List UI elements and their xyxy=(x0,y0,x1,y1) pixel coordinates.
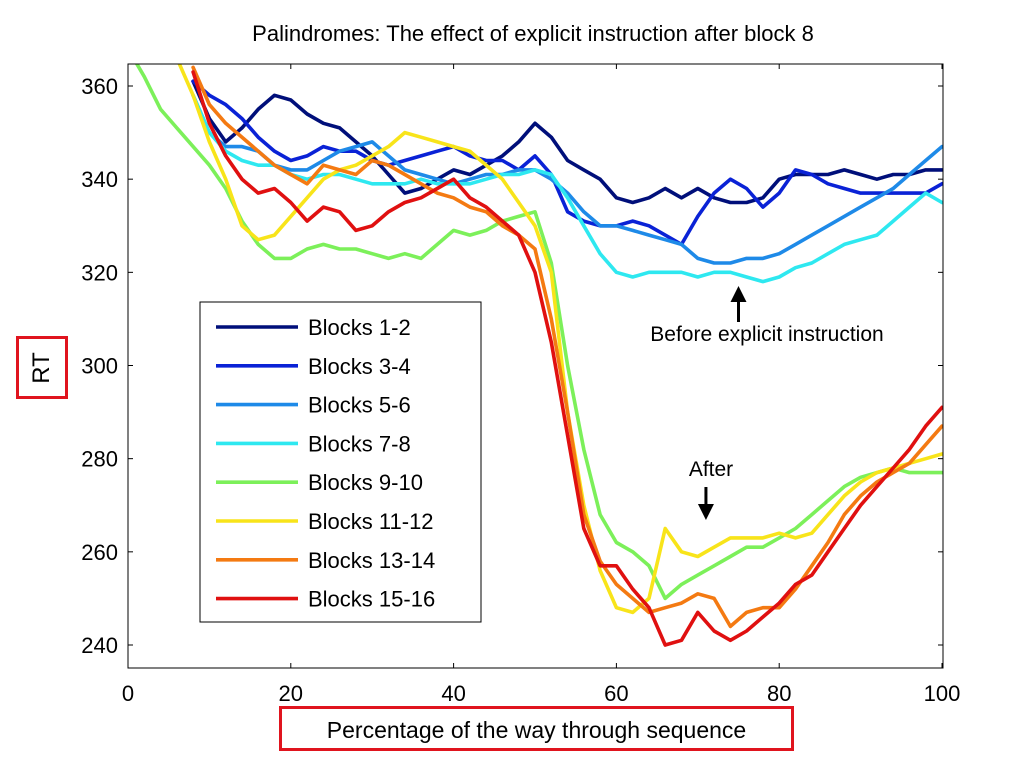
legend-label: Blocks 1-2 xyxy=(308,315,411,340)
x-tick-label: 40 xyxy=(441,681,465,706)
annotations: Before explicit instruction After xyxy=(650,286,884,520)
y-tick-label: 300 xyxy=(81,354,118,379)
y-tick-label: 340 xyxy=(81,167,118,192)
series-layer xyxy=(134,64,943,647)
legend-label: Blocks 9-10 xyxy=(308,470,423,495)
legend-label: Blocks 13-14 xyxy=(308,548,435,573)
y-axis-label: RT xyxy=(28,351,55,384)
y-tick-label: 360 xyxy=(81,74,118,99)
legend-label: Blocks 15-16 xyxy=(308,587,435,612)
legend-label: Blocks 11-12 xyxy=(308,509,434,534)
series-line-3 xyxy=(191,93,943,265)
y-axis-label-box: RT xyxy=(16,336,68,399)
annotation-arrow-up-head xyxy=(730,286,747,302)
x-tick-label: 20 xyxy=(279,681,303,706)
y-tick-label: 240 xyxy=(81,633,118,658)
series-line-2 xyxy=(191,79,943,247)
y-tick-label: 320 xyxy=(81,260,118,285)
legend: Blocks 1-2 Blocks 3-4 Blocks 5-6 Blocks 7-8… xyxy=(199,301,482,623)
x-tick-label: 60 xyxy=(604,681,628,706)
chart-title: Palindromes: The effect of explicit inst… xyxy=(252,21,814,46)
series-line-1 xyxy=(191,79,943,205)
annotation-after-text: After xyxy=(689,458,733,481)
x-tick-label: 100 xyxy=(924,681,961,706)
y-tick-label: 280 xyxy=(81,447,118,472)
annotation-before-text: Before explicit instruction xyxy=(650,323,883,346)
x-axis-label: Percentage of the way through sequence xyxy=(326,717,747,743)
series-line-8 xyxy=(191,70,943,647)
legend-label: Blocks 5-6 xyxy=(308,393,411,418)
x-axis-label-box: Percentage of the way through sequence xyxy=(279,706,794,751)
series-line-7 xyxy=(191,65,943,629)
x-tick-label: 80 xyxy=(767,681,791,706)
x-tick-label: 0 xyxy=(122,681,134,706)
legend-box xyxy=(199,301,482,623)
annotation-arrow-down-head xyxy=(697,504,714,520)
legend-label: Blocks 7-8 xyxy=(308,431,411,456)
axis-ticks: 0 20 40 60 80 100 240 260 280 300 320 340 360 xyxy=(81,64,960,706)
legend-label: Blocks 3-4 xyxy=(308,354,411,379)
series-line-6 xyxy=(177,64,943,615)
series-line-5 xyxy=(134,64,943,601)
y-tick-label: 260 xyxy=(81,540,118,565)
series-line-4 xyxy=(191,93,943,284)
